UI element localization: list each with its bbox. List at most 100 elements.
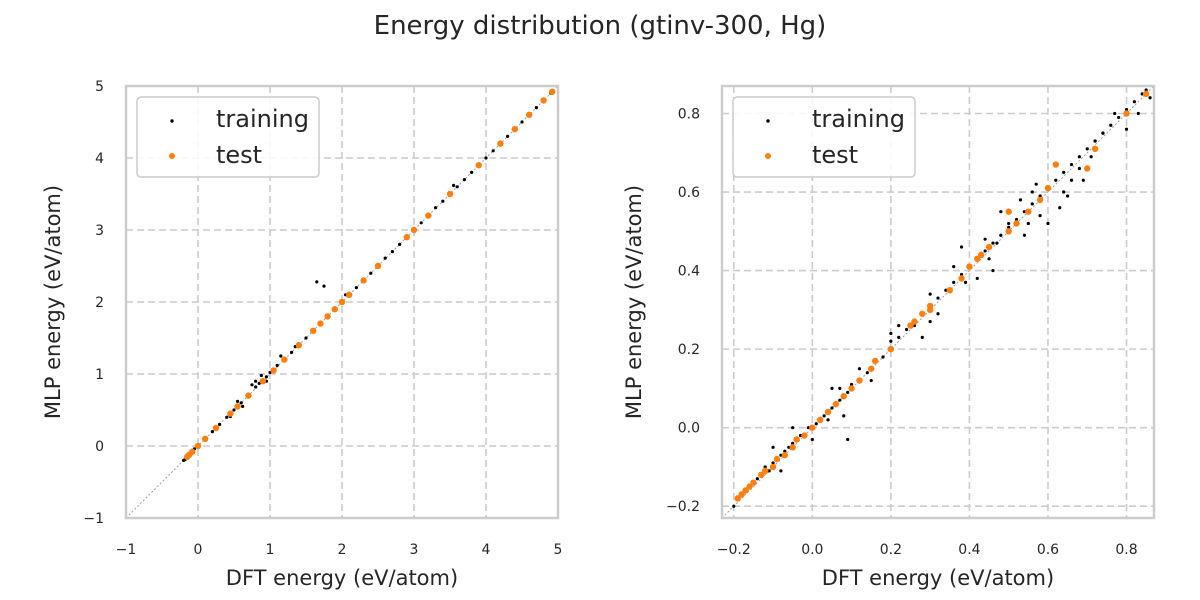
training-point bbox=[767, 469, 771, 473]
test-point bbox=[887, 345, 895, 353]
training-point bbox=[763, 465, 767, 469]
training-point bbox=[1069, 162, 1074, 167]
training-point bbox=[846, 390, 850, 394]
training-point bbox=[952, 280, 956, 284]
y-tick-label: −1 bbox=[83, 511, 104, 527]
y-tick-label: 0.6 bbox=[678, 185, 700, 201]
training-point bbox=[1014, 217, 1019, 222]
training-point bbox=[881, 355, 885, 359]
test-point bbox=[194, 442, 202, 450]
test-point bbox=[526, 111, 533, 119]
test-point bbox=[1044, 184, 1052, 192]
training-point bbox=[928, 320, 932, 324]
test-point bbox=[978, 251, 985, 259]
x-tick-label: −0.2 bbox=[717, 542, 751, 558]
training-point bbox=[755, 477, 759, 481]
training-point bbox=[826, 418, 830, 422]
test-point bbox=[202, 435, 209, 442]
test-point bbox=[907, 322, 914, 329]
test-point bbox=[734, 495, 741, 502]
y-tick-label: 5 bbox=[95, 79, 104, 95]
training-point bbox=[991, 241, 995, 245]
training-point bbox=[983, 237, 987, 241]
training-point bbox=[897, 335, 901, 339]
training-point bbox=[279, 354, 283, 358]
training-point bbox=[250, 383, 254, 387]
legend: training test bbox=[732, 96, 916, 178]
training-point bbox=[232, 408, 236, 412]
test-point bbox=[295, 342, 302, 349]
test-point bbox=[793, 436, 800, 443]
training-point bbox=[771, 461, 775, 465]
training-point bbox=[912, 323, 917, 328]
legend-marker-test bbox=[765, 153, 771, 159]
y-tick-label: 0.0 bbox=[678, 421, 700, 437]
x-tick-label: 2 bbox=[338, 542, 347, 558]
training-point bbox=[904, 327, 909, 332]
test-point bbox=[270, 367, 277, 374]
test-point bbox=[549, 88, 556, 95]
training-point bbox=[857, 367, 862, 371]
test-point bbox=[446, 190, 454, 198]
y-tick-label: 0.8 bbox=[678, 106, 700, 122]
training-point bbox=[1113, 111, 1117, 116]
test-point bbox=[773, 455, 781, 463]
y-tick-label: 1 bbox=[95, 367, 104, 383]
test-point bbox=[801, 432, 808, 439]
test-point bbox=[317, 320, 324, 327]
test-point bbox=[324, 313, 331, 320]
test-point bbox=[1091, 145, 1099, 153]
test-point bbox=[868, 365, 875, 372]
y-tick-label: 0.2 bbox=[678, 342, 700, 358]
training-point bbox=[936, 312, 940, 316]
x-tick-label: 0 bbox=[194, 542, 203, 558]
test-point bbox=[1123, 110, 1130, 117]
training-point bbox=[315, 280, 319, 284]
training-point bbox=[1140, 92, 1144, 96]
test-point bbox=[1142, 90, 1150, 98]
training-point bbox=[1124, 127, 1129, 131]
test-point bbox=[832, 400, 840, 408]
training-point bbox=[1081, 178, 1085, 182]
training-point bbox=[869, 378, 873, 383]
training-point bbox=[944, 288, 948, 292]
x-tick-label: 0.2 bbox=[880, 542, 902, 558]
test-point bbox=[403, 234, 410, 241]
training-point bbox=[1066, 194, 1070, 198]
axes-frame bbox=[720, 84, 1156, 520]
training-point bbox=[1069, 178, 1074, 182]
legend-label-training: training bbox=[812, 105, 905, 133]
training-point bbox=[1030, 190, 1034, 194]
test-point bbox=[966, 263, 973, 270]
training-point bbox=[1132, 100, 1136, 104]
x-tick-label: 0.0 bbox=[801, 542, 823, 558]
training-point bbox=[838, 398, 842, 402]
test-point bbox=[762, 467, 769, 475]
training-point bbox=[959, 272, 964, 277]
test-point bbox=[497, 140, 504, 147]
training-point bbox=[455, 185, 459, 189]
test-point bbox=[985, 243, 993, 251]
training-point bbox=[1007, 225, 1011, 229]
training-point bbox=[830, 386, 834, 390]
training-point bbox=[236, 399, 240, 403]
test-point bbox=[374, 262, 382, 270]
training-point bbox=[1077, 166, 1081, 171]
test-point bbox=[511, 126, 518, 133]
x-tick-label: 1 bbox=[266, 542, 275, 558]
training-point bbox=[1136, 111, 1140, 116]
training-point bbox=[999, 233, 1003, 237]
legend-label-test: test bbox=[812, 141, 858, 169]
test-point bbox=[410, 226, 418, 234]
training-point bbox=[1046, 221, 1050, 226]
scatter-panel-left: −1 0 1 2 3 4 5 −1 0 1 2 3 4 5 DFT energy (eV/atom) M… bbox=[41, 79, 562, 590]
test-point bbox=[848, 385, 855, 392]
test-point bbox=[911, 318, 918, 325]
training-point bbox=[484, 156, 488, 160]
x-tick-label: 0.6 bbox=[1037, 542, 1059, 558]
training-point bbox=[419, 221, 423, 225]
test-point bbox=[1005, 228, 1012, 235]
test-point bbox=[809, 424, 816, 431]
x-tick-label: 3 bbox=[410, 542, 419, 558]
test-point bbox=[360, 277, 367, 284]
